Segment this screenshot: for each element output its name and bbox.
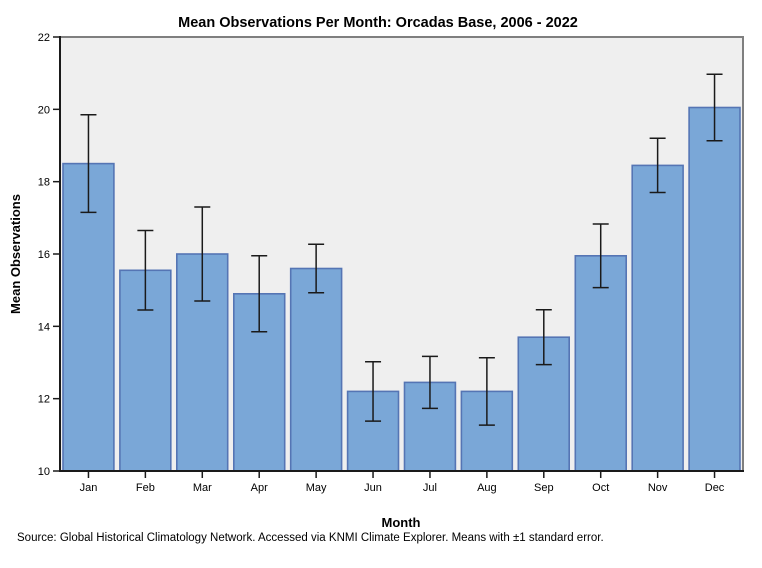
x-tick-label-may: May bbox=[306, 482, 327, 494]
y-tick-label-20: 20 bbox=[38, 104, 50, 116]
error-bar-jul bbox=[421, 355, 438, 410]
error-bar-sep bbox=[535, 308, 552, 366]
x-tick-label-jul: Jul bbox=[423, 482, 437, 494]
y-tick-label-14: 14 bbox=[38, 321, 50, 333]
bar-dec bbox=[688, 106, 741, 472]
plot-area bbox=[59, 36, 744, 472]
y-tick-label-18: 18 bbox=[38, 177, 50, 189]
x-tick-label-jan: Jan bbox=[80, 482, 98, 494]
x-tick-label-sep: Sep bbox=[534, 482, 554, 494]
x-axis-label: Month bbox=[382, 515, 421, 530]
source-note: Source: Global Historical Climatology Ne… bbox=[17, 532, 604, 544]
error-bar-mar bbox=[194, 206, 211, 302]
error-bar-feb bbox=[137, 229, 154, 311]
axes-group bbox=[59, 36, 744, 472]
error-bar-nov bbox=[649, 137, 666, 194]
error-bar-jan bbox=[80, 114, 97, 214]
error-bar-dec bbox=[706, 73, 723, 142]
bar-jan bbox=[62, 162, 115, 472]
error-bar-may bbox=[308, 243, 325, 294]
x-tick-label-apr: Apr bbox=[251, 482, 268, 494]
x-tick-label-feb: Feb bbox=[136, 482, 155, 494]
x-tick-label-dec: Dec bbox=[705, 482, 725, 494]
y-tick-label-10: 10 bbox=[38, 466, 50, 478]
x-tick-label-aug: Aug bbox=[477, 482, 497, 494]
x-tick-label-jun: Jun bbox=[364, 482, 382, 494]
bars-group bbox=[62, 106, 741, 472]
x-tick-label-oct: Oct bbox=[592, 482, 609, 494]
plot-background bbox=[59, 36, 744, 472]
x-tick-label-nov: Nov bbox=[648, 482, 668, 494]
ticks-group: Jan Feb Mar Apr May Jun Jul Aug Sep Oct Nov Dec 10 12… bbox=[38, 32, 725, 494]
bar-mar bbox=[176, 253, 229, 472]
bar-nov bbox=[631, 164, 684, 472]
chart-title: Mean Observations Per Month: Orcadas Bas… bbox=[178, 15, 578, 31]
y-tick-label-22: 22 bbox=[38, 32, 50, 44]
bar-may bbox=[289, 267, 343, 472]
error-bar-apr bbox=[251, 255, 268, 333]
bar-oct bbox=[574, 255, 627, 472]
x-tick-label-mar: Mar bbox=[193, 482, 212, 494]
error-bar-jun bbox=[365, 361, 382, 422]
y-tick-label-16: 16 bbox=[38, 249, 50, 261]
y-tick-label-12: 12 bbox=[38, 394, 50, 406]
error-bar-aug bbox=[478, 357, 495, 426]
y-axis-label: Mean Observations bbox=[8, 194, 23, 314]
error-bar-oct bbox=[592, 223, 609, 289]
error-bars-group bbox=[80, 73, 723, 426]
